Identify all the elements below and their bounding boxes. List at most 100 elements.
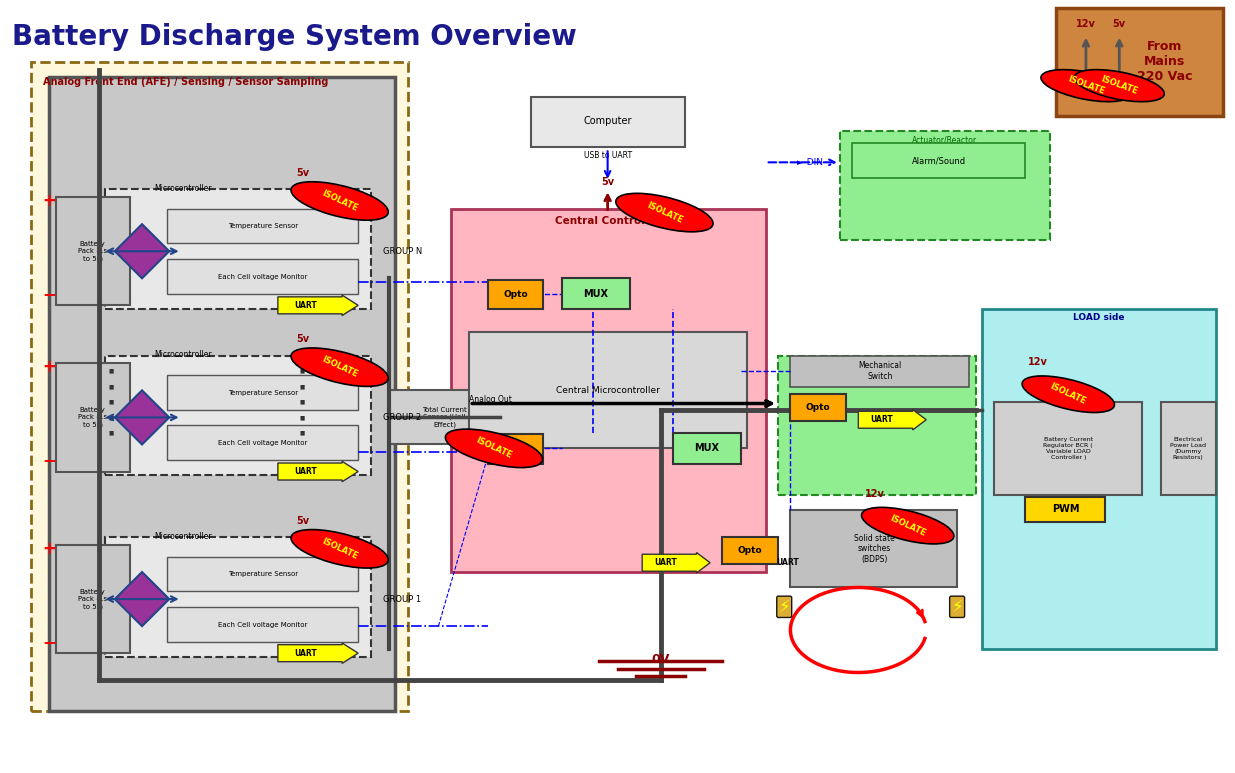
Text: ■: ■	[109, 400, 114, 404]
Bar	[790, 510, 957, 587]
Text: ISOLATE: ISOLATE	[474, 436, 514, 461]
Bar	[469, 332, 747, 448]
Bar	[56, 363, 130, 472]
Text: UART: UART	[871, 415, 893, 424]
Polygon shape	[115, 224, 169, 278]
Text: ⚡: ⚡	[951, 598, 963, 616]
Bar	[840, 131, 1050, 240]
Text: ■: ■	[109, 384, 114, 389]
Text: Actuator/Reactor
Elements: Actuator/Reactor Elements	[845, 359, 909, 379]
Text: ■: ■	[109, 415, 114, 420]
Text: Opto: Opto	[739, 547, 762, 555]
Bar	[852, 143, 1025, 178]
Text: Computer: Computer	[584, 117, 632, 126]
Bar	[722, 537, 778, 564]
Text: 5v: 5v	[296, 516, 309, 526]
Bar	[389, 390, 500, 444]
Bar	[105, 537, 370, 657]
Text: Total Current
Sensor (Hall
Effect): Total Current Sensor (Hall Effect)	[422, 407, 467, 428]
FancyArrow shape	[642, 553, 710, 573]
Text: Opto: Opto	[504, 290, 527, 299]
FancyArrow shape	[278, 295, 358, 315]
Text: Each Cell voltage Monitor: Each Cell voltage Monitor	[219, 440, 308, 446]
Text: GROUP 2: GROUP 2	[383, 413, 421, 422]
Text: Battery
Pack (1s
to 5s): Battery Pack (1s to 5s)	[78, 588, 107, 610]
Bar	[167, 425, 358, 460]
Text: ■: ■	[300, 415, 305, 420]
Text: −: −	[42, 284, 57, 303]
Text: Temperature Sensor: Temperature Sensor	[228, 390, 298, 396]
Text: UART: UART	[295, 649, 317, 658]
Text: ISOLATE: ISOLATE	[320, 189, 359, 213]
Ellipse shape	[1041, 70, 1131, 102]
Text: ► DIN: ► DIN	[797, 158, 823, 167]
Ellipse shape	[862, 507, 953, 544]
Text: Analog Out: Analog Out	[469, 394, 513, 404]
Text: USB to UART: USB to UART	[584, 151, 631, 160]
Text: UART: UART	[295, 467, 317, 476]
Text: Alarm/Sound: Alarm/Sound	[911, 156, 966, 165]
Text: ■: ■	[300, 369, 305, 373]
Text: Battery Current
Regulator BCR (
Variable LOAD
Controller ): Battery Current Regulator BCR ( Variable…	[1044, 438, 1093, 459]
Bar	[56, 545, 130, 653]
Text: ISOLATE: ISOLATE	[320, 355, 359, 380]
Bar	[562, 278, 630, 309]
Text: 5v: 5v	[296, 334, 309, 344]
Text: GROUP N: GROUP N	[383, 247, 422, 256]
Ellipse shape	[291, 530, 388, 568]
Text: MUX: MUX	[694, 444, 720, 453]
Bar	[167, 259, 358, 294]
Text: Battery
Pack (1s
to 5s): Battery Pack (1s to 5s)	[78, 240, 107, 262]
Bar	[994, 402, 1142, 495]
Bar	[31, 62, 408, 711]
Text: Temperature Sensor: Temperature Sensor	[228, 571, 298, 577]
Text: −: −	[42, 632, 57, 651]
Ellipse shape	[446, 429, 542, 468]
Text: LOAD side: LOAD side	[1073, 313, 1125, 322]
Bar	[451, 209, 766, 572]
Text: Microcontroller: Microcontroller	[154, 532, 212, 541]
FancyArrow shape	[858, 410, 926, 430]
Text: ⚡: ⚡	[778, 598, 790, 616]
Text: Actuator/Reactor
Elements: Actuator/Reactor Elements	[913, 135, 977, 155]
Bar	[1161, 402, 1216, 495]
Bar	[673, 433, 741, 464]
Text: ISOLATE: ISOLATE	[645, 200, 684, 225]
Bar	[790, 356, 969, 386]
Ellipse shape	[1074, 70, 1165, 102]
Text: From
Mains
220 Vac: From Mains 220 Vac	[1136, 40, 1192, 83]
Text: ■: ■	[300, 384, 305, 389]
Text: +: +	[42, 540, 57, 558]
Text: GROUP 1: GROUP 1	[383, 594, 421, 604]
Text: ISOLATE: ISOLATE	[888, 513, 927, 538]
Text: Each Cell voltage Monitor: Each Cell voltage Monitor	[219, 621, 308, 628]
Text: Electrical
Power Load
(Dummy
Resistors): Electrical Power Load (Dummy Resistors)	[1170, 438, 1207, 459]
Text: Each Cell voltage Monitor: Each Cell voltage Monitor	[219, 274, 308, 280]
Text: Battery Discharge System Overview: Battery Discharge System Overview	[12, 23, 577, 51]
Bar	[167, 607, 358, 642]
Text: UART: UART	[655, 558, 677, 567]
Text: Microcontroller: Microcontroller	[154, 184, 212, 193]
Ellipse shape	[291, 348, 388, 386]
Text: MUX: MUX	[583, 289, 609, 298]
Bar	[1056, 8, 1223, 116]
Text: Analog Front End (AFE) / Sensing / Sensor Sampling: Analog Front End (AFE) / Sensing / Senso…	[43, 77, 329, 87]
Text: ISOLATE: ISOLATE	[1049, 382, 1088, 407]
Text: Mechanical
Switch: Mechanical Switch	[858, 361, 902, 381]
Text: ISOLATE: ISOLATE	[1099, 75, 1139, 97]
Text: Microcontroller: Microcontroller	[154, 350, 212, 359]
Bar	[167, 557, 358, 591]
Text: Temperature Sensor: Temperature Sensor	[228, 223, 298, 230]
Text: UART: UART	[295, 301, 317, 310]
Polygon shape	[115, 572, 169, 626]
Text: 5v: 5v	[601, 177, 614, 187]
Bar	[488, 434, 543, 464]
Bar	[56, 197, 130, 305]
Bar	[531, 97, 685, 147]
FancyArrow shape	[278, 461, 358, 482]
Ellipse shape	[291, 182, 388, 220]
Bar	[488, 280, 543, 309]
Bar	[778, 356, 976, 495]
Text: ■: ■	[300, 400, 305, 404]
Ellipse shape	[1023, 376, 1114, 413]
